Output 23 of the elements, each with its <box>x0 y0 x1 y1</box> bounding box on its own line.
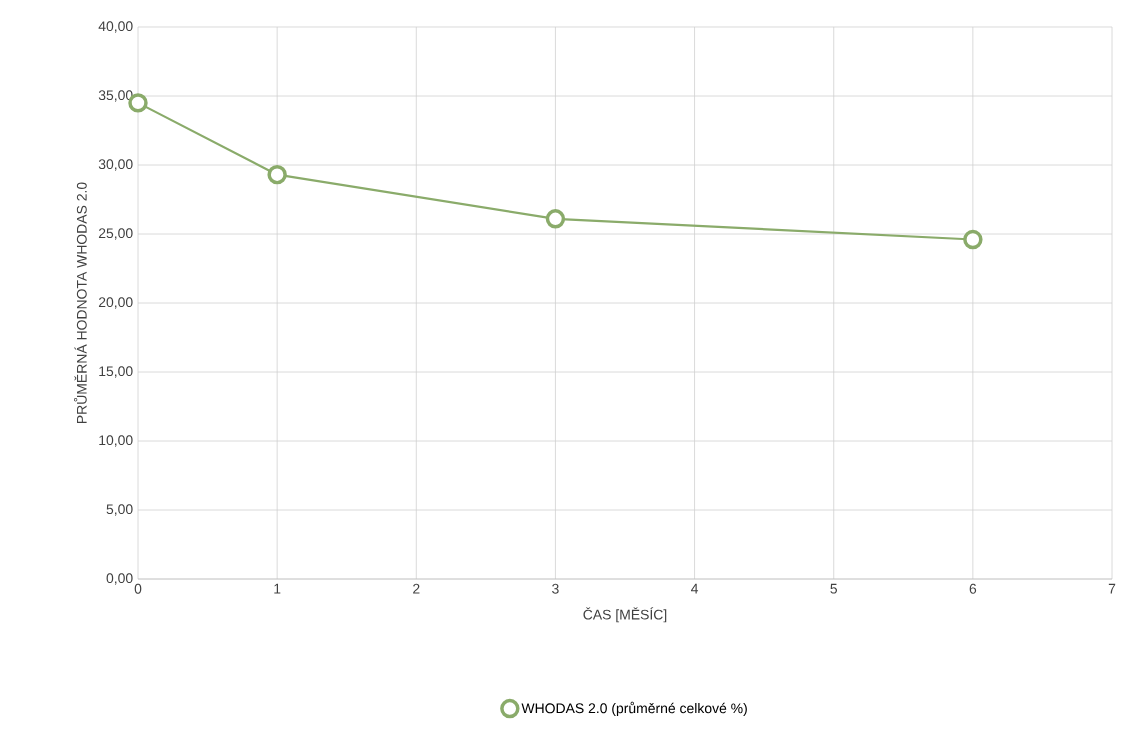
y-tick-label: 35,00 <box>98 90 133 102</box>
x-tick-label: 4 <box>691 583 699 594</box>
x-tick-label: 1 <box>274 583 281 594</box>
y-tick-label: 15,00 <box>99 366 133 378</box>
y-tick-label: 10,00 <box>99 435 133 447</box>
x-tick-label: 3 <box>552 583 559 594</box>
point <box>267 164 287 185</box>
point <box>963 229 983 250</box>
y-axis-title: PRŮMĚRNÁ HODNOTA WHODAS 2.0 <box>73 182 87 424</box>
x-tick-label: 2 <box>413 583 420 594</box>
y-tick-label: 5,00 <box>106 504 133 516</box>
y-tick-label: 25,00 <box>98 228 133 240</box>
x-tick-label: 6 <box>969 583 977 594</box>
x-axis-title: ČAS [MĚSÍC] <box>583 607 667 623</box>
y-tick-label: 20,00 <box>98 297 133 309</box>
point <box>545 209 566 229</box>
x-tick-label: 5 <box>830 583 838 594</box>
y-tick-label: 0,00 <box>106 573 133 585</box>
x-tick-label: 7 <box>1108 583 1116 594</box>
legend-label: WHODAS 2.0 (průměrné celkové %) <box>521 701 747 716</box>
y-tick-label: 30,00 <box>98 159 133 171</box>
x-tick-label: 0 <box>134 583 142 594</box>
y-tick-label: 40,00 <box>98 21 133 33</box>
